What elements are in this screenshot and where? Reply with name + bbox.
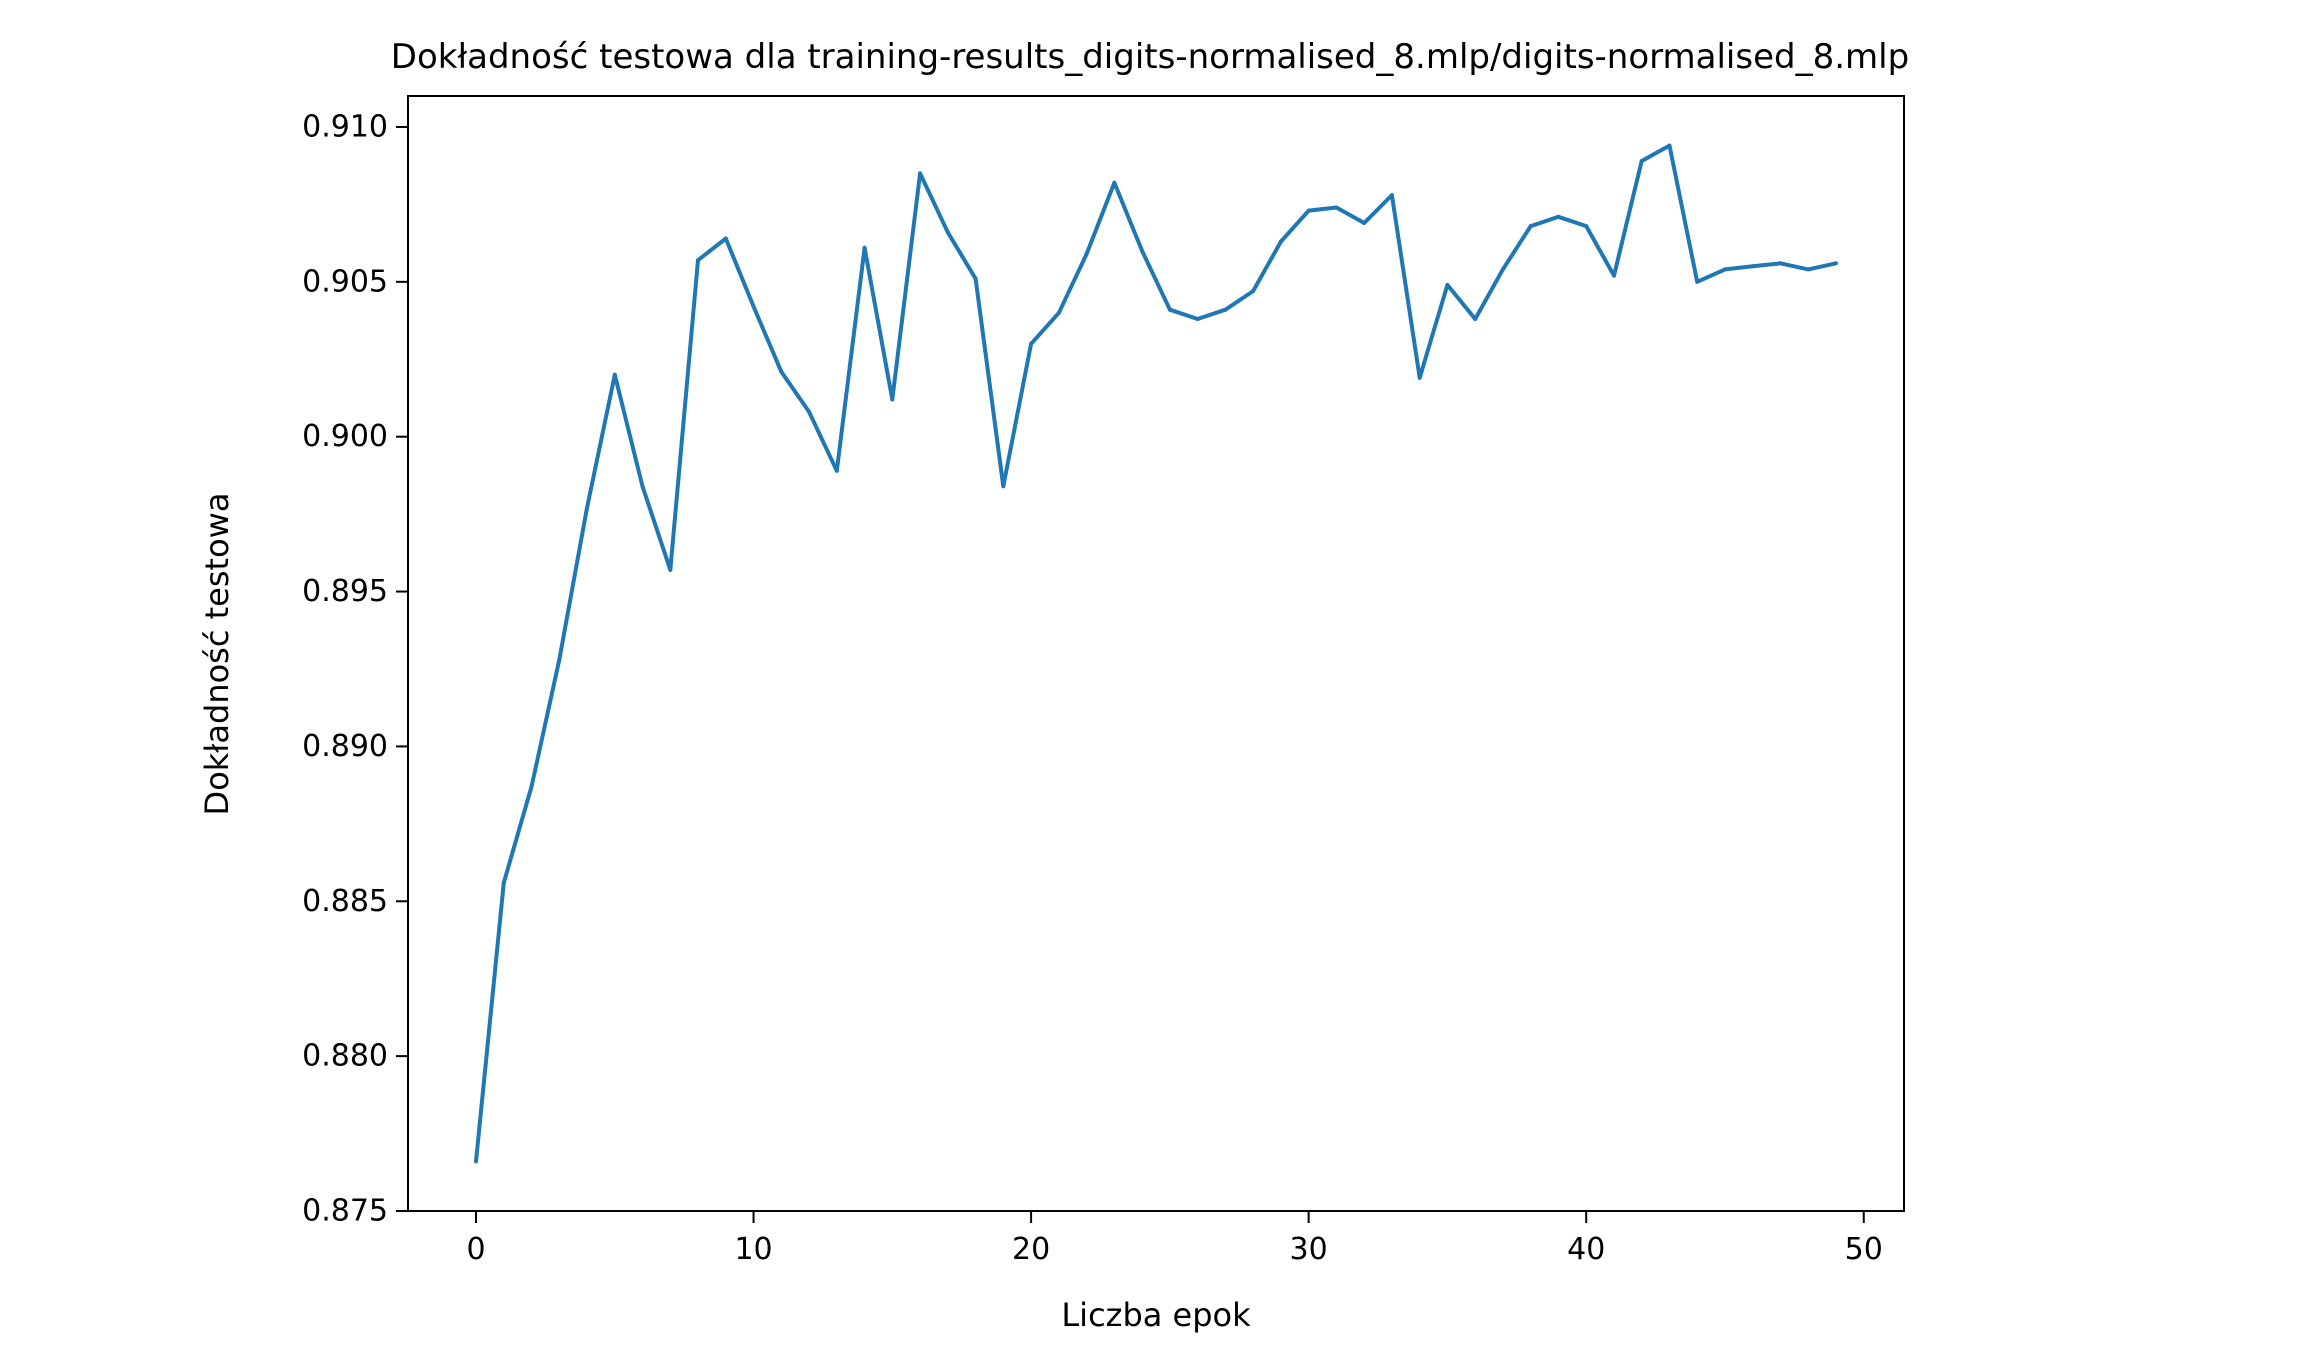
- data-point: [1389, 193, 1394, 198]
- data-point: [1695, 279, 1700, 284]
- x-tick-label: 30: [1290, 1232, 1328, 1267]
- data-point: [1556, 214, 1561, 219]
- data-point: [1001, 484, 1006, 489]
- data-point: [1195, 317, 1200, 321]
- data-point: [918, 171, 923, 176]
- data-point: [1056, 310, 1061, 315]
- data-point: [585, 505, 589, 510]
- y-tick-label: 0.885: [302, 884, 388, 919]
- data-point: [1251, 289, 1256, 294]
- data-point: [807, 409, 812, 414]
- data-point: [474, 1159, 478, 1164]
- data-point: [1584, 224, 1589, 229]
- x-axis-ticks: 0 10 20 30 40 50: [466, 1211, 1883, 1267]
- data-point: [1750, 264, 1755, 269]
- y-tick-label: 0.900: [302, 419, 388, 454]
- data-point: [1334, 205, 1339, 210]
- data-point: [945, 230, 950, 235]
- x-axis-label: Liczba epok: [1061, 1296, 1251, 1334]
- data-point: [1473, 317, 1478, 321]
- data-point: [1612, 273, 1616, 278]
- data-point: [1528, 224, 1533, 229]
- data-point: [557, 657, 562, 662]
- data-point: [1723, 267, 1727, 272]
- chart-title: Dokładność testowa dla training-results_…: [391, 37, 1909, 77]
- data-point: [696, 258, 700, 263]
- y-axis-label: Dokładność testowa: [198, 493, 236, 816]
- data-point: [834, 468, 839, 473]
- y-tick-label: 0.910: [302, 109, 388, 144]
- data-point: [1806, 267, 1811, 272]
- y-tick-label: 0.880: [302, 1039, 388, 1074]
- data-point: [1223, 307, 1228, 312]
- data-point: [1834, 261, 1838, 266]
- y-axis-ticks: 0.875 0.880 0.885 0.890 0.895 0.900 0.905 0.910: [302, 109, 408, 1229]
- y-tick-label: 0.875: [302, 1194, 388, 1229]
- data-point: [973, 276, 978, 281]
- x-tick-label: 10: [734, 1232, 772, 1267]
- data-point: [1445, 282, 1450, 287]
- data-point: [529, 784, 534, 789]
- data-point: [862, 245, 867, 250]
- data-point: [1667, 143, 1672, 148]
- data-point: [890, 397, 895, 402]
- data-point: [1084, 252, 1089, 256]
- data-point: [779, 369, 784, 374]
- y-tick-label: 0.895: [302, 574, 388, 609]
- x-tick-label: 40: [1567, 1232, 1605, 1267]
- data-point: [1778, 261, 1783, 266]
- data-points: [474, 143, 1838, 1164]
- data-point: [612, 372, 617, 377]
- data-point: [1167, 307, 1172, 312]
- x-tick-label: 50: [1845, 1232, 1883, 1267]
- data-point: [1306, 208, 1311, 213]
- series-line: [474, 143, 1837, 1162]
- data-point: [1112, 180, 1117, 185]
- data-point: [640, 484, 645, 489]
- data-point: [723, 236, 728, 241]
- data-point: [1278, 239, 1283, 244]
- plot-frame: [407, 95, 1905, 1212]
- data-point: [1417, 375, 1422, 380]
- data-point: [1140, 248, 1145, 253]
- data-point: [1362, 221, 1367, 225]
- data-point: [1500, 267, 1505, 272]
- y-tick-label: 0.890: [302, 729, 388, 764]
- x-tick-label: 0: [466, 1232, 485, 1267]
- data-point: [751, 304, 756, 309]
- data-point: [668, 567, 673, 572]
- data-point: [501, 880, 506, 885]
- y-tick-label: 0.905: [302, 264, 388, 299]
- data-point: [1029, 341, 1034, 346]
- data-point: [1639, 159, 1644, 163]
- x-tick-label: 20: [1012, 1232, 1050, 1267]
